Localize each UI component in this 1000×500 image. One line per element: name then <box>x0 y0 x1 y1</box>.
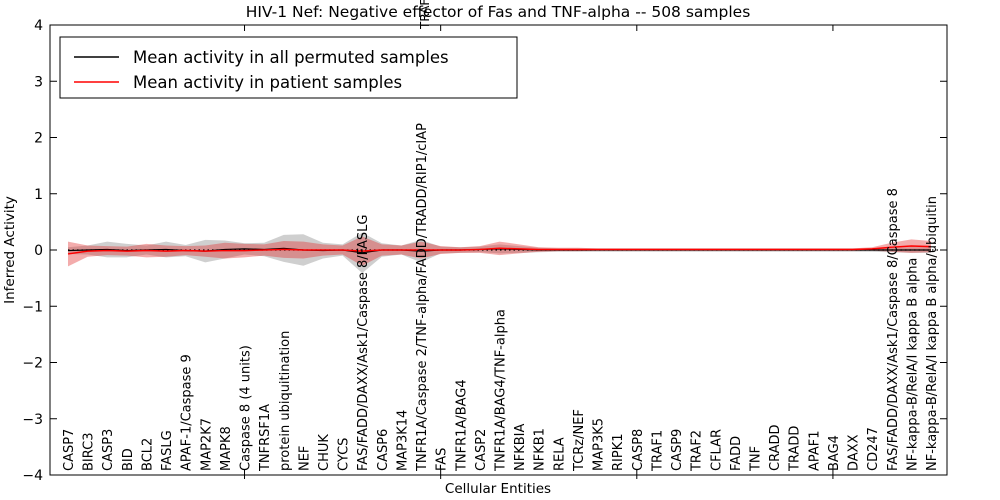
x-tick-label: TNFR1A/Caspase 2/TNF-alpha/FADD/TRADD/RI… <box>415 123 430 472</box>
x-tick-label: CFLAR <box>709 429 724 471</box>
y-axis-label: Inferred Activity <box>2 196 18 304</box>
y-tick-label: −2 <box>22 356 43 372</box>
x-tick-label: TCRz/NEF <box>572 409 587 472</box>
x-tick-label: CASP2 <box>474 429 489 471</box>
x-tick-label: TRADD <box>788 426 803 472</box>
x-tick-label: TRAF2 <box>690 430 705 472</box>
axis-ticks-layer <box>50 24 947 479</box>
y-tick-labels-layer: 4 3 2 1 0 −1 −2 −3 −4 <box>22 18 43 484</box>
x-tick-label: FADD <box>729 436 744 471</box>
x-tick-label: TNFRSF1A <box>258 404 273 472</box>
x-tick-label: FAS/FADD/DAXX/Ask1/Caspase 8/Caspase 8 <box>886 188 901 471</box>
y-tick-label: 1 <box>34 187 43 203</box>
x-tick-label: CRADD <box>768 425 783 472</box>
x-tick-label: CASP9 <box>670 429 685 471</box>
x-tick-label: NFKB1 <box>533 428 548 471</box>
y-tick-label: 0 <box>34 243 43 259</box>
clipped-top-label: TRAF2 <box>418 0 432 30</box>
x-tick-label: NF-kappa-B/RelA/I kappa B alpha <box>905 258 920 471</box>
y-tick-label: −1 <box>22 299 43 315</box>
y-tick-label: −3 <box>22 412 43 428</box>
x-tick-label: MAP2K7 <box>199 418 214 471</box>
x-tick-label: CASP8 <box>631 429 646 471</box>
legend-label-permuted: Mean activity in all permuted samples <box>133 48 449 67</box>
chart-title: HIV-1 Nef: Negative effector of Fas and … <box>246 3 751 21</box>
x-tick-label: APAF-1/Caspase 9 <box>180 354 195 471</box>
x-tick-label: FAS <box>435 448 450 471</box>
y-tick-label: 2 <box>34 131 43 147</box>
x-tick-label: FASLG <box>160 430 175 471</box>
x-tick-label: CASP6 <box>376 429 391 471</box>
x-tick-label: TRAF1 <box>650 430 665 472</box>
x-tick-label: Caspase 8 (4 units) <box>239 345 254 471</box>
x-tick-label: MAP3K5 <box>592 418 607 471</box>
x-tick-label: CASP3 <box>101 429 116 471</box>
legend: Mean activity in all permuted samples Me… <box>59 36 518 99</box>
x-tick-label: APAF1 <box>807 430 822 471</box>
x-tick-label: protein ubiquitination <box>278 331 293 471</box>
std-bands-layer <box>68 232 931 274</box>
legend-label-patient: Mean activity in patient samples <box>133 73 402 92</box>
x-tick-label: CD247 <box>866 427 881 471</box>
x-tick-label: NFKBIA <box>513 424 528 471</box>
x-tick-label: DAXX <box>847 434 862 471</box>
y-tick-label: 3 <box>34 74 43 90</box>
patient-std-band <box>68 236 931 267</box>
x-tick-label: BIRC3 <box>82 433 97 472</box>
mean-lines-layer <box>67 245 941 255</box>
x-tick-label: NF-kappa-B/RelA/I kappa B alpha/ubiquiti… <box>925 196 940 471</box>
x-tick-label: BAG4 <box>827 435 842 471</box>
x-axis-label: Cellular Entities <box>445 481 551 497</box>
x-tick-label: BCL2 <box>140 438 155 471</box>
x-tick-label: TNFR1A/BAG4 <box>454 379 469 472</box>
x-tick-label: MAPK8 <box>219 426 234 471</box>
legend-box <box>59 36 518 99</box>
x-tick-label: CYCS <box>337 438 352 471</box>
x-tick-label: MAP3K14 <box>395 410 410 471</box>
x-tick-label: FAS/FADD/DAXX/Ask1/Caspase 8/FASLG <box>356 215 371 471</box>
x-tick-label: CHUK <box>317 434 332 471</box>
x-tick-label: RIPK1 <box>611 433 626 471</box>
x-tick-label: TNFR1A/BAG4/TNF-alpha <box>494 309 509 472</box>
patient-mean-line <box>67 245 932 255</box>
x-tick-labels-layer: CASP7 BIRC3 CASP3 BID BCL2 FASLG APAF-1/Caspas… <box>62 123 940 472</box>
x-tick-label: TNF <box>748 446 763 472</box>
x-tick-label: NEF <box>297 446 312 471</box>
y-tick-label: 4 <box>34 18 43 34</box>
permuted-std-band <box>68 232 931 274</box>
x-tick-label: CASP7 <box>62 429 77 471</box>
y-tick-label: −4 <box>22 468 43 484</box>
x-tick-label: BID <box>121 448 136 471</box>
x-tick-label: RELA <box>552 437 567 471</box>
